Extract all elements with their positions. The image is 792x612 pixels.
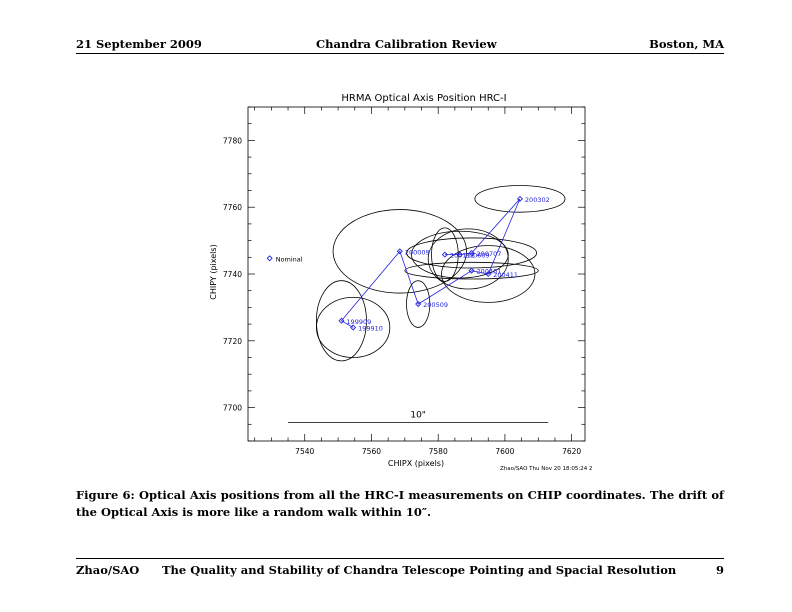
measurement-point xyxy=(485,270,492,278)
nominal-label: Nominal xyxy=(276,255,303,263)
header-rule xyxy=(76,53,724,54)
optical-axis-plot: HRMA Optical Axis Position HRC-I 1999101… xyxy=(209,93,592,472)
y-axis-label: CHIPY (pixels) xyxy=(209,244,218,299)
drift-track-line xyxy=(340,198,521,328)
error-ellipse xyxy=(332,209,467,294)
footer-rule xyxy=(76,558,724,559)
scale-bar-label: 10" xyxy=(410,411,426,421)
error-ellipse xyxy=(441,245,536,303)
measurement-label: 200707 xyxy=(477,250,502,258)
measurement-point xyxy=(456,251,463,258)
measurement-point xyxy=(415,301,422,308)
measurement-label: 199910 xyxy=(358,324,383,332)
chart-title: HRMA Optical Axis Position HRC-I xyxy=(341,93,506,104)
error-ellipses xyxy=(316,185,566,362)
x-tick-label: 7560 xyxy=(362,447,381,456)
figure-caption: Figure 6: Optical Axis positions from al… xyxy=(76,488,724,519)
y-tick-label: 7700 xyxy=(223,404,242,413)
measurement-point xyxy=(468,267,475,274)
footer-author: Zhao/SAO xyxy=(76,563,140,577)
nominal-point xyxy=(266,255,273,262)
measurement-point xyxy=(350,324,357,331)
x-tick-label: 7580 xyxy=(429,447,448,456)
header-date: 21 September 2009 xyxy=(76,37,202,51)
header-title: Chandra Calibration Review xyxy=(316,37,497,51)
error-ellipse xyxy=(406,280,431,328)
error-ellipse xyxy=(427,228,509,290)
y-tick-label: 7740 xyxy=(223,270,242,279)
footer-title: The Quality and Stability of Chandra Tel… xyxy=(162,563,677,577)
x-tick-label: 7540 xyxy=(295,447,314,456)
measurement-label: 200112 xyxy=(450,252,475,260)
error-ellipse xyxy=(316,280,367,362)
drift-track xyxy=(340,198,521,328)
error-ellipse xyxy=(404,261,539,280)
plot-frame xyxy=(247,106,586,442)
error-ellipse xyxy=(474,185,566,213)
measurement-label: 200401 xyxy=(477,268,502,276)
x-tick-label: 7620 xyxy=(562,447,581,456)
plot-credit: Zhao/SAO Thu Nov 20 18:05:24 2 xyxy=(500,466,592,472)
measurement-label: 200509 xyxy=(423,301,448,309)
measurement-point xyxy=(441,251,448,258)
y-tick-label: 7780 xyxy=(223,136,242,145)
axis-ticks: 7540 7560 7580 7600 7620 7700 7720 7740 7760 7780 xyxy=(223,106,585,456)
header-location: Boston, MA xyxy=(649,37,724,51)
measurement-point xyxy=(516,195,523,202)
measurement-point xyxy=(338,317,345,324)
measurement-label: 200609 xyxy=(465,252,490,260)
x-axis-label: CHIPX (pixels) xyxy=(388,459,444,468)
measurement-label: 200302 xyxy=(525,196,550,204)
measurement-label: 200009 xyxy=(405,248,430,256)
y-tick-label: 7760 xyxy=(223,203,242,212)
x-tick-label: 7600 xyxy=(495,447,514,456)
measurement-point xyxy=(468,249,475,256)
measurement-point xyxy=(396,248,403,255)
y-tick-label: 7720 xyxy=(223,337,242,346)
measurement-label: 200411 xyxy=(493,271,518,279)
measurement-label: 199909 xyxy=(346,318,371,326)
footer-page-number: 9 xyxy=(715,563,724,577)
